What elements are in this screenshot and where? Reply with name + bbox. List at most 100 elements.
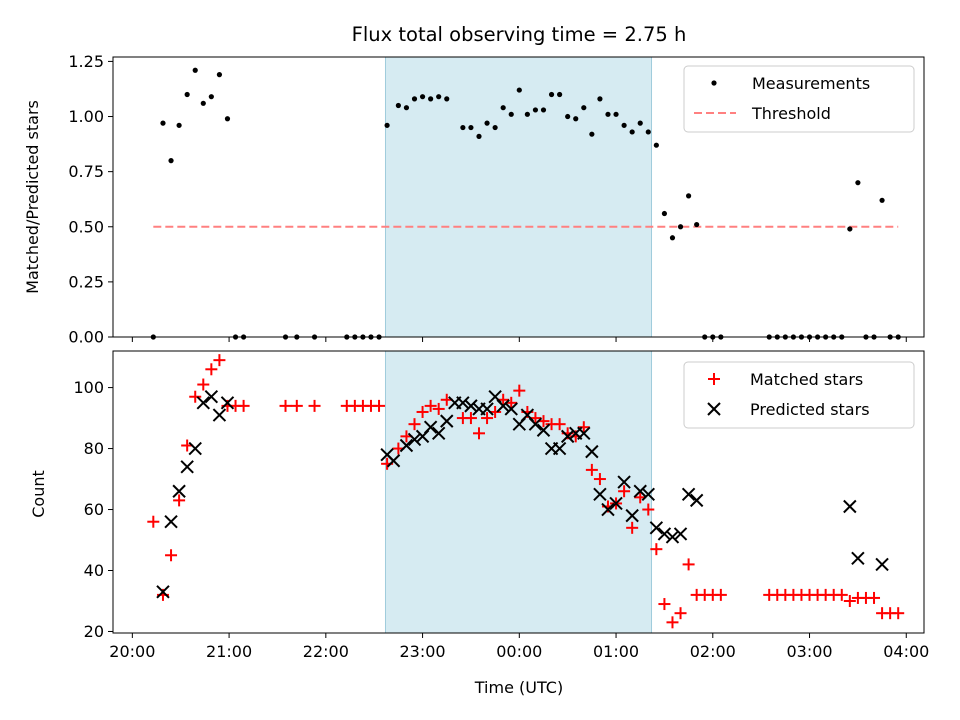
predicted-star-point <box>386 454 401 468</box>
measurement-point <box>176 122 182 128</box>
measurement-point <box>516 87 522 93</box>
predicted-star-point <box>431 426 446 441</box>
bottom-panel: 20 40 60 80 100 20:00 21:00 22:00 23:00 00:00 01:0… <box>73 350 929 661</box>
predicted-star-point <box>681 487 696 501</box>
predicted-star-point <box>641 487 655 501</box>
measurement-point <box>629 129 635 135</box>
measurement-point <box>597 96 603 102</box>
measurement-point <box>605 111 611 117</box>
predicted-star-point <box>212 408 227 422</box>
matched-star-point <box>147 515 160 528</box>
measurement-point <box>548 91 555 98</box>
measurement-point <box>436 94 442 100</box>
measurement-point <box>847 226 853 232</box>
predicted-star-point <box>593 487 607 501</box>
y-tick-label: 80 <box>84 439 104 458</box>
measurement-point <box>661 210 668 217</box>
matched-star-point <box>553 418 566 431</box>
top-legend-frame <box>683 65 915 133</box>
observing-window-span <box>384 350 653 634</box>
top-panel: 0.00 0.25 0.50 0.75 1.00 1.25 <box>68 52 925 347</box>
matched-star-point <box>682 558 695 571</box>
y-tick-label: 1.00 <box>68 107 104 126</box>
x-tick-label: 23:00 <box>400 642 446 661</box>
predicted-star-point <box>504 402 518 416</box>
predicted-star-point <box>625 508 639 523</box>
predicted-star-point <box>609 496 623 511</box>
top-axes-frame <box>112 56 925 338</box>
x-tick-label: 04:00 <box>883 642 929 661</box>
measurement-point <box>508 111 514 117</box>
measurement-point <box>669 235 676 241</box>
predicted-star-point <box>204 390 219 404</box>
measurement-point <box>573 116 579 122</box>
matched-star-point <box>237 399 250 412</box>
predicted-star-point <box>875 557 889 572</box>
predicted-star-point <box>843 499 857 514</box>
bottom-legend: Matched stars Predicted stars <box>683 361 915 429</box>
matched-star-point <box>290 399 303 412</box>
predicted-star-point <box>536 423 551 437</box>
measurement-point <box>468 124 474 131</box>
matched-star-point <box>481 412 494 425</box>
observing-window-span <box>384 56 653 338</box>
matched-star-point <box>173 494 186 507</box>
matched-star-point <box>714 588 727 601</box>
matched-star-point <box>373 399 386 412</box>
measurement-point <box>589 131 595 137</box>
matched-star-point <box>577 421 590 434</box>
matched-star-point <box>843 594 856 607</box>
predicted-star-point <box>665 530 680 544</box>
predicted-star-point <box>180 460 194 474</box>
measurement-point <box>613 111 619 117</box>
predicted-star-point <box>464 399 478 413</box>
x-tick-label: 03:00 <box>786 642 832 661</box>
x-tick-label: 22:00 <box>303 642 349 661</box>
measurement-point <box>395 102 401 109</box>
measurement-point <box>645 129 651 135</box>
matched-star-point <box>432 402 445 415</box>
legend-threshold-label: Threshold <box>751 104 831 123</box>
predicted-star-point <box>577 426 591 441</box>
top-legend: Measurements Threshold <box>683 65 915 133</box>
matched-star-point <box>197 378 210 391</box>
y-tick-label: 100 <box>73 378 104 397</box>
y-tick-label: 0.25 <box>68 272 104 291</box>
measurement-point <box>476 133 482 139</box>
measurement-point <box>160 120 166 126</box>
predicted-star-point <box>649 521 664 535</box>
predicted-star-point <box>657 527 672 541</box>
measurement-point <box>411 96 418 102</box>
predicted-star-point <box>156 585 170 599</box>
legend-matched-label: Matched stars <box>750 370 863 389</box>
predicted-star-point <box>423 420 438 434</box>
measurement-point <box>384 122 390 128</box>
legend-measurements-marker <box>711 80 717 86</box>
measurement-point <box>216 72 223 78</box>
bottom-axes-frame <box>112 350 925 634</box>
matched-star-point <box>618 485 631 498</box>
y-tick-label: 0.50 <box>68 217 104 236</box>
measurement-point <box>444 96 450 102</box>
matched-star-point <box>279 399 292 412</box>
matched-star-point <box>213 354 226 367</box>
predicted-star-point <box>673 527 688 541</box>
matched-star-point <box>464 412 477 425</box>
predicted-star-point <box>456 396 470 410</box>
matched-star-point <box>626 521 639 534</box>
y-tick-label: 40 <box>84 561 104 580</box>
top-chart-title: Flux total observing time = 2.75 h <box>352 23 687 46</box>
measurement-point <box>581 105 587 111</box>
measurement-point <box>168 158 174 164</box>
legend-predicted-marker <box>707 402 721 416</box>
matched-star-point <box>424 399 437 412</box>
matched-star-point <box>835 588 848 601</box>
matched-star-point <box>408 418 421 431</box>
predicted-star-point <box>851 551 865 566</box>
predicted-star-point <box>617 475 631 489</box>
measurement-point <box>500 105 506 111</box>
predicted-star-point <box>399 438 414 453</box>
predicted-star-point <box>480 402 494 416</box>
y-tick-label: 1.25 <box>68 52 104 71</box>
